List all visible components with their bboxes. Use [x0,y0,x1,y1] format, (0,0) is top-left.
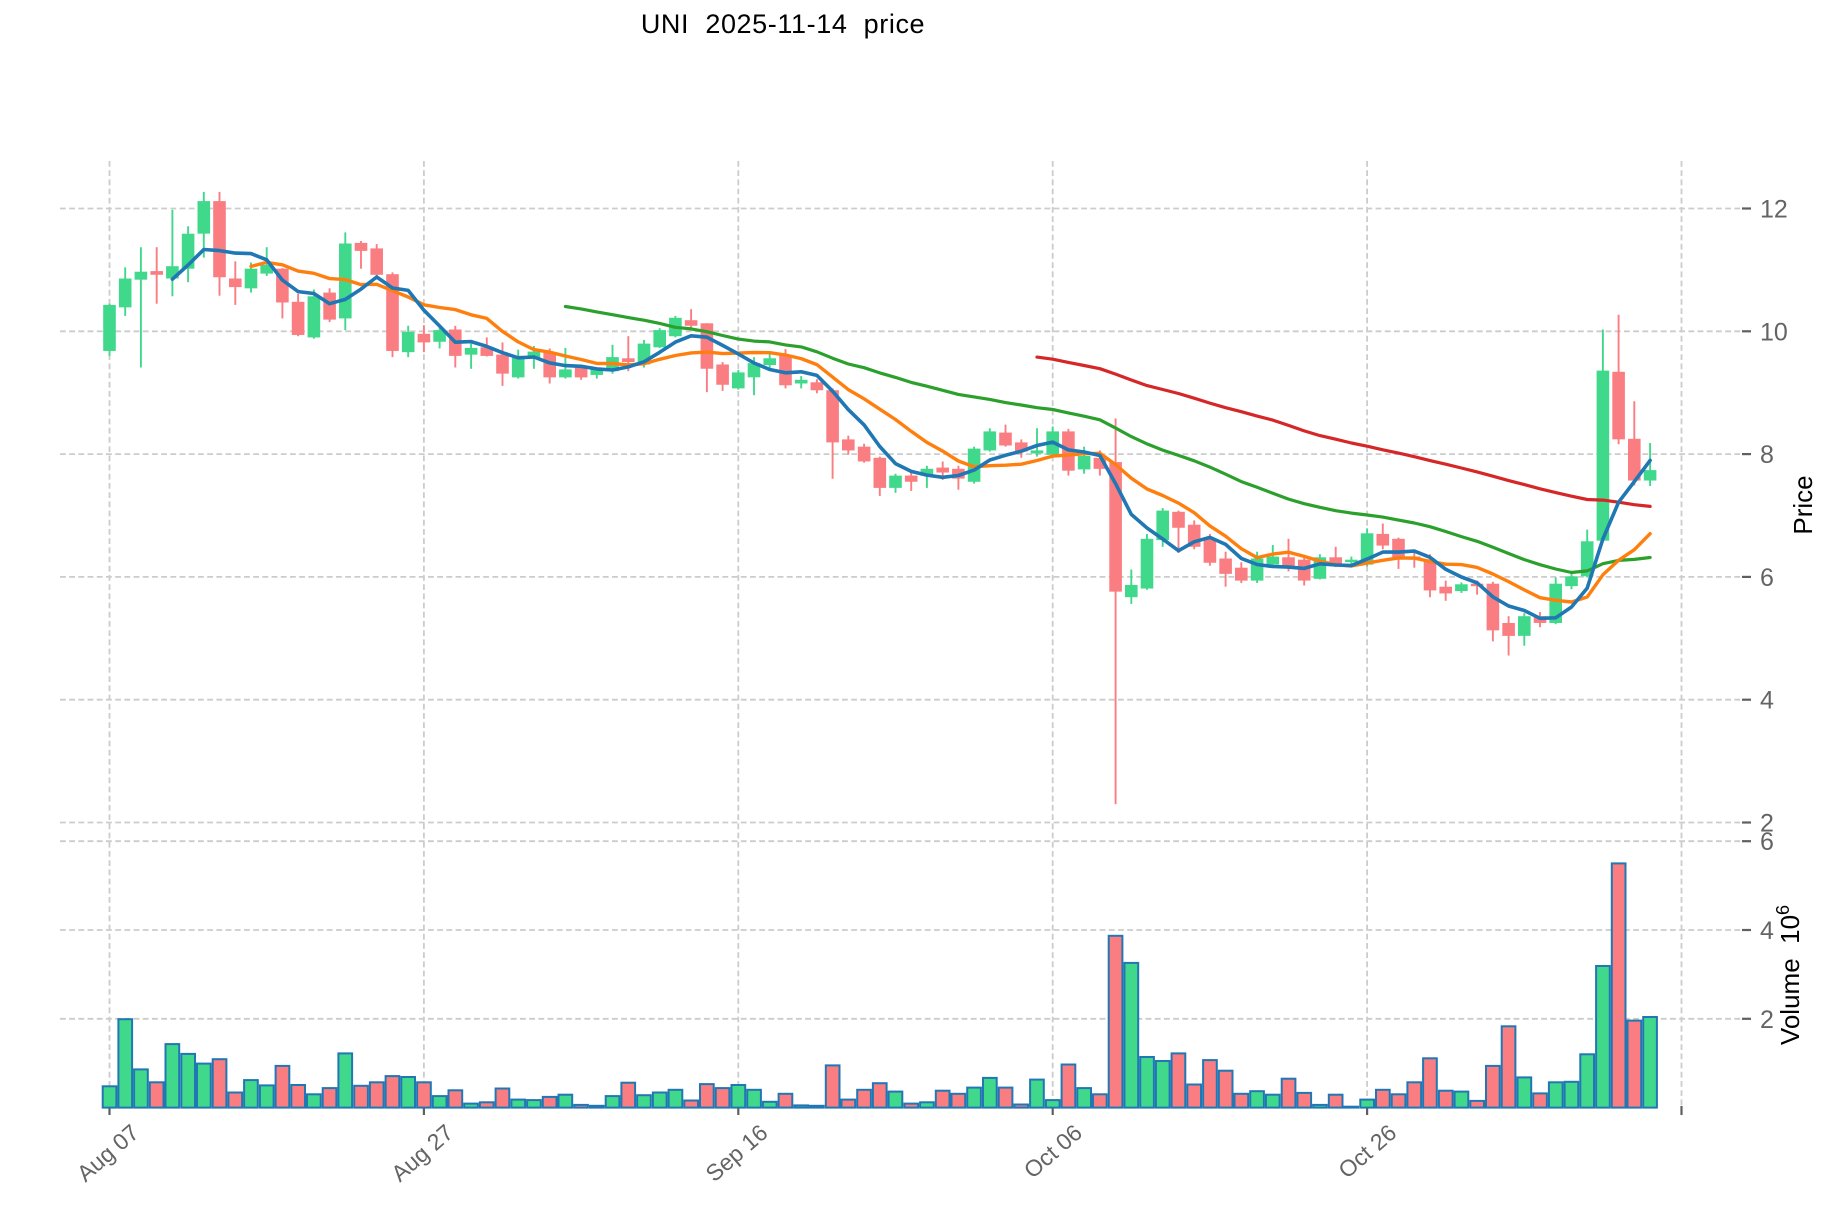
svg-text:6: 6 [1760,564,1774,592]
svg-text:2: 2 [1760,1006,1774,1034]
svg-text:Volume 106: Volume 106 [1773,905,1805,1045]
svg-text:4: 4 [1760,687,1774,715]
svg-text:Price: Price [1788,475,1818,534]
svg-text:8: 8 [1760,441,1774,469]
svg-text:UNI 2025-11-14 price: UNI 2025-11-14 price [641,9,925,39]
svg-text:2: 2 [1760,810,1774,838]
svg-text:4: 4 [1760,917,1774,945]
svg-text:6: 6 [1760,828,1774,856]
svg-text:10: 10 [1760,318,1788,346]
svg-text:12: 12 [1760,196,1788,224]
